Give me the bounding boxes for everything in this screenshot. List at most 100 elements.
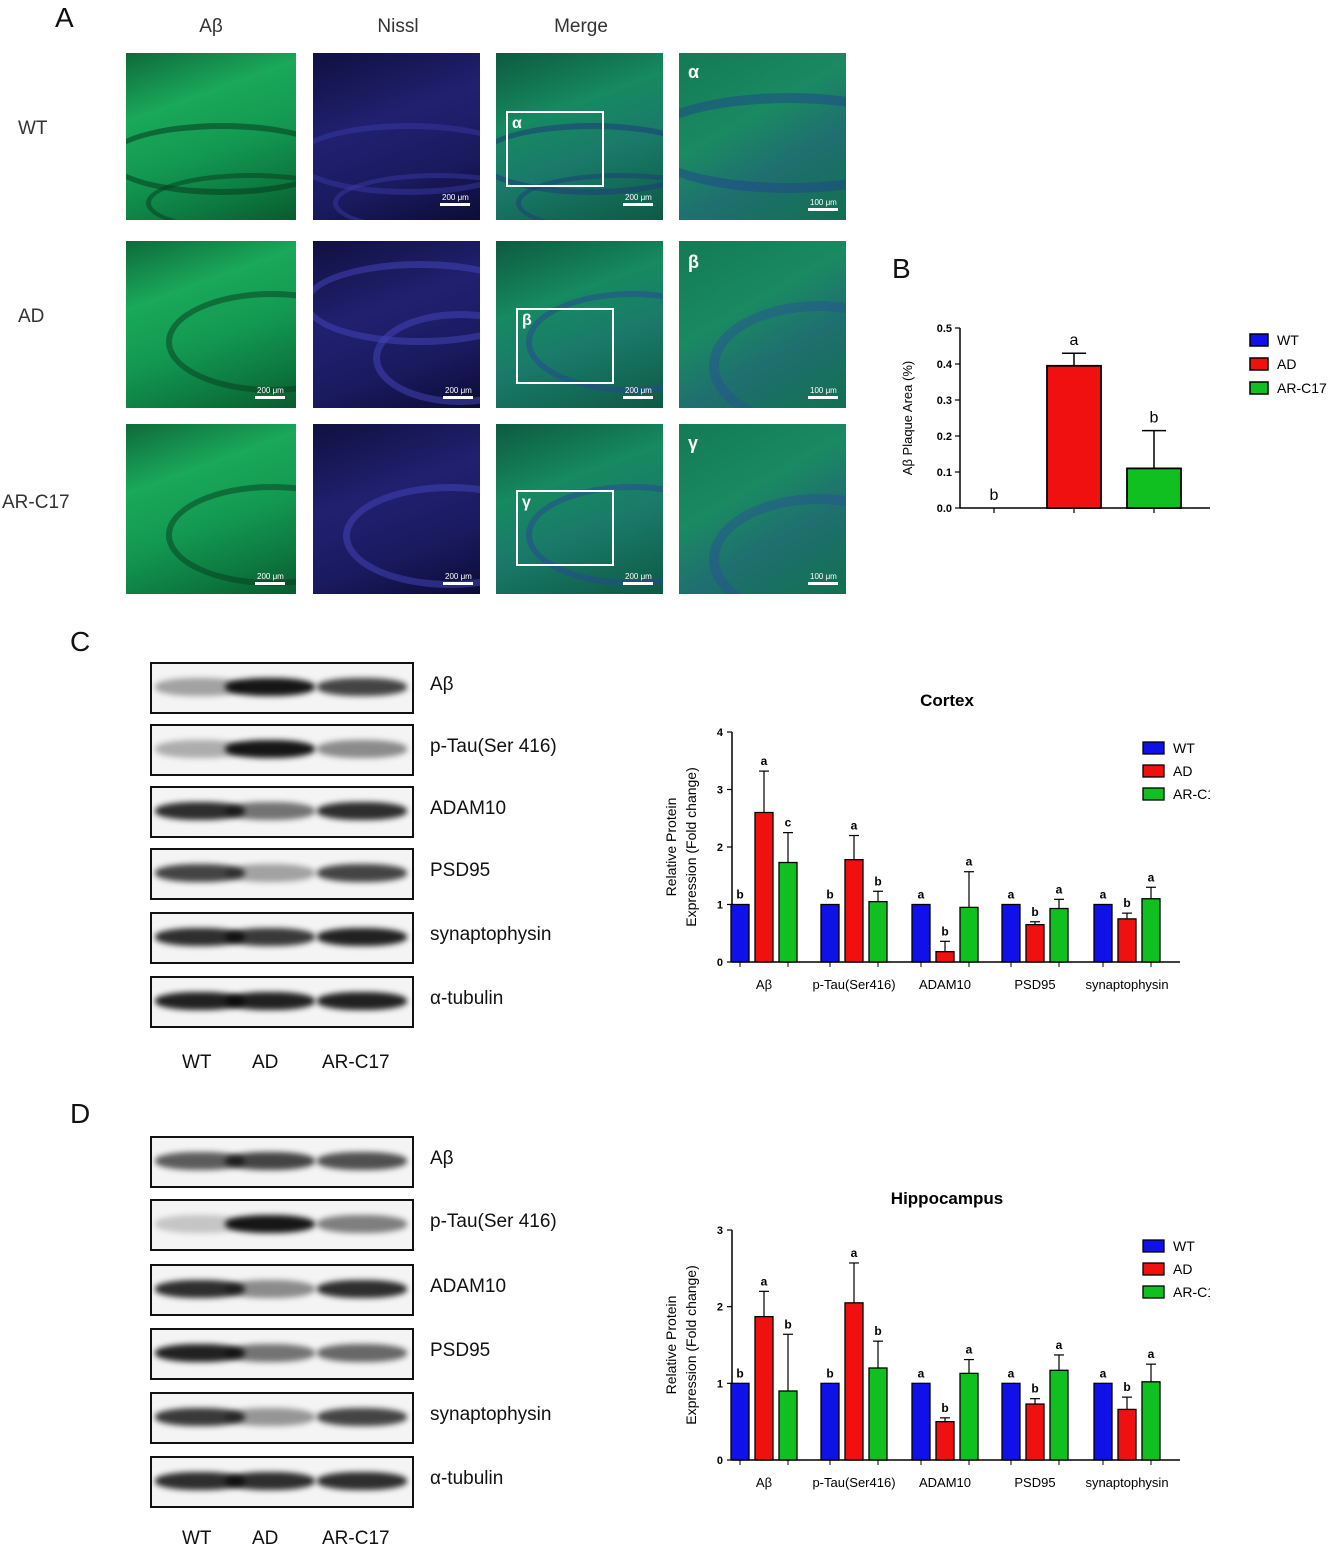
hippocampus-blot-band <box>317 1408 407 1426</box>
hippocampus-lane-label: AR-C17 <box>322 1528 390 1549</box>
hippocampus-category-label: Aβ <box>756 1475 772 1490</box>
legend-swatch-wt <box>1249 333 1269 347</box>
hippocampus-blot-band <box>317 1152 407 1170</box>
panel-label-b: B <box>892 253 911 284</box>
bar-ar-c17 <box>1126 467 1182 509</box>
hippocampus-y-tick-label: 2 <box>717 1302 723 1314</box>
hippocampus-significance-letter: a <box>1100 1366 1107 1380</box>
cortex-significance-letter: a <box>966 855 973 869</box>
bar-ad <box>1046 364 1102 509</box>
cortex-significance-letter: a <box>851 819 858 833</box>
hippocampus-significance-letter: b <box>941 1401 948 1415</box>
scale-label: 200 μm <box>442 193 469 202</box>
hippocampus-significance-letter: b <box>736 1366 743 1380</box>
y-tick-label: 0.5 <box>937 323 952 335</box>
scale-label: 200 μm <box>625 572 652 581</box>
cortex-protein-label: synaptophysin <box>430 924 552 945</box>
cortex-blot-band <box>155 864 245 882</box>
cortex-lane-label: AD <box>252 1052 279 1073</box>
micrograph-ad-zoom: β 100 μm <box>679 241 846 408</box>
cortex-bar-ar-c17 <box>778 861 798 963</box>
cortex-blot-band <box>317 678 407 696</box>
plaque-area-chart: 0.0 0.1 0.2 0.3 0.4 0.5 Aβ Plaque Area (%) b a b W… <box>900 323 1327 515</box>
hippocampus-category-label: p-Tau(Ser416) <box>812 1475 895 1490</box>
hippocampus-significance-letter: a <box>1056 1338 1063 1352</box>
y-tick-label: 0.1 <box>937 467 952 479</box>
cortex-y-tick-label: 0 <box>717 957 723 969</box>
column-header-abeta: Aβ <box>199 16 223 37</box>
cortex-blot-strip <box>150 786 414 838</box>
hippocampus-y-axis-label: Relative Protein <box>663 1296 679 1395</box>
hippocampus-significance-letter: b <box>784 1317 791 1331</box>
micrograph-wt-nissl: 200 μm <box>313 53 480 220</box>
cortex-protein-label: PSD95 <box>430 860 491 881</box>
micrograph-arc17-abeta: 200 μm <box>126 424 296 594</box>
cortex-significance-letter: a <box>1100 888 1107 902</box>
y-tick-label: 0.2 <box>937 431 952 443</box>
hippocampus-title: Hippocampus <box>891 1189 1003 1208</box>
cortex-protein-label: p-Tau(Ser 416) <box>430 736 557 757</box>
y-tick-label: 0.3 <box>937 395 952 407</box>
cortex-significance-letter: a <box>918 888 925 902</box>
cortex-bar-wt <box>1093 903 1113 963</box>
cortex-blot-band <box>317 864 407 882</box>
cortex-significance-letter: b <box>1123 896 1130 910</box>
hippocampus-y-axis-label: Expression (Fold change) <box>683 1265 699 1425</box>
cortex-significance-letter: b <box>941 924 948 938</box>
hippocampus-legend-label: WT <box>1173 1238 1195 1254</box>
cortex-category-label: Aβ <box>756 977 772 992</box>
cortex-blot-band <box>155 992 245 1010</box>
hippocampus-blot-band <box>225 1344 315 1362</box>
zoom-label-gamma: γ <box>688 433 699 453</box>
hippocampus-blot-strip <box>150 1264 414 1316</box>
cortex-protein-label: α-tubulin <box>430 988 504 1009</box>
hippocampus-lane-label: AD <box>252 1528 279 1549</box>
cortex-bar-ar-c17 <box>868 900 888 963</box>
y-tick-label: 0.0 <box>937 503 952 515</box>
panel-label-d: D <box>70 1098 91 1129</box>
cortex-bar-wt <box>730 903 750 963</box>
roi-box-alpha <box>506 111 604 187</box>
hippocampus-significance-letter: a <box>918 1366 925 1380</box>
cortex-blot-strip <box>150 724 414 776</box>
significance-letter: a <box>1070 332 1079 349</box>
legend-label: AD <box>1277 356 1296 372</box>
roi-label-beta: β <box>522 312 532 329</box>
column-header-merge: Merge <box>554 16 608 37</box>
hippocampus-y-tick-label: 3 <box>717 1225 723 1237</box>
cortex-bar-ad <box>1117 918 1137 963</box>
micrograph-ad-nissl: 200 μm <box>313 241 480 408</box>
scale-label: 100 μm <box>810 572 837 581</box>
cortex-y-tick-label: 1 <box>717 900 723 912</box>
hippocampus-bar-ar-c17 <box>778 1390 798 1461</box>
panel-label-c: C <box>70 626 91 657</box>
zoom-label-beta: β <box>688 252 699 272</box>
legend-swatch-ar-c17 <box>1249 381 1269 395</box>
cortex-significance-letter: a <box>761 754 768 768</box>
roi-box-gamma <box>516 490 614 566</box>
hippocampus-bar-ar-c17 <box>959 1372 979 1461</box>
hippocampus-protein-label: synaptophysin <box>430 1404 552 1425</box>
cortex-blot-band <box>317 802 407 820</box>
hippocampus-significance-letter: a <box>966 1343 973 1357</box>
roi-label-alpha: α <box>512 115 522 132</box>
cortex-significance-letter: b <box>826 888 833 902</box>
hippocampus-blot-band <box>317 1215 407 1233</box>
hippocampus-bar-ar-c17 <box>1049 1369 1069 1461</box>
legend-label: AR-C17 <box>1277 380 1327 396</box>
cortex-bar-ar-c17 <box>959 906 979 963</box>
hippocampus-significance-letter: a <box>761 1274 768 1288</box>
hippocampus-bar-wt <box>820 1382 840 1461</box>
hippocampus-category-label: PSD95 <box>1014 1475 1055 1490</box>
row-header-arc17: AR-C17 <box>2 492 70 513</box>
micrograph-ad-merge: β 200 μm <box>496 241 663 408</box>
hippocampus-y-tick-label: 1 <box>717 1378 723 1390</box>
cortex-blot-band <box>155 678 245 696</box>
cortex-category-label: PSD95 <box>1014 977 1055 992</box>
cortex-significance-letter: a <box>1148 870 1155 884</box>
hippocampus-lane-label: WT <box>182 1528 212 1549</box>
cortex-bar-ar-c17 <box>1049 907 1069 963</box>
scale-label: 100 μm <box>810 386 837 395</box>
hippocampus-bar-wt <box>911 1382 931 1461</box>
scale-label: 200 μm <box>257 386 284 395</box>
